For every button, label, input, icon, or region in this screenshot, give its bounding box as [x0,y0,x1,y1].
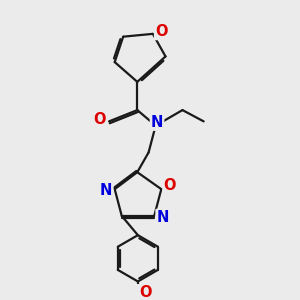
Text: O: O [155,24,167,39]
Text: O: O [140,285,152,300]
Text: N: N [151,115,163,130]
Text: O: O [93,112,105,128]
Text: N: N [100,183,112,198]
Text: O: O [164,178,176,193]
Text: N: N [157,210,169,225]
